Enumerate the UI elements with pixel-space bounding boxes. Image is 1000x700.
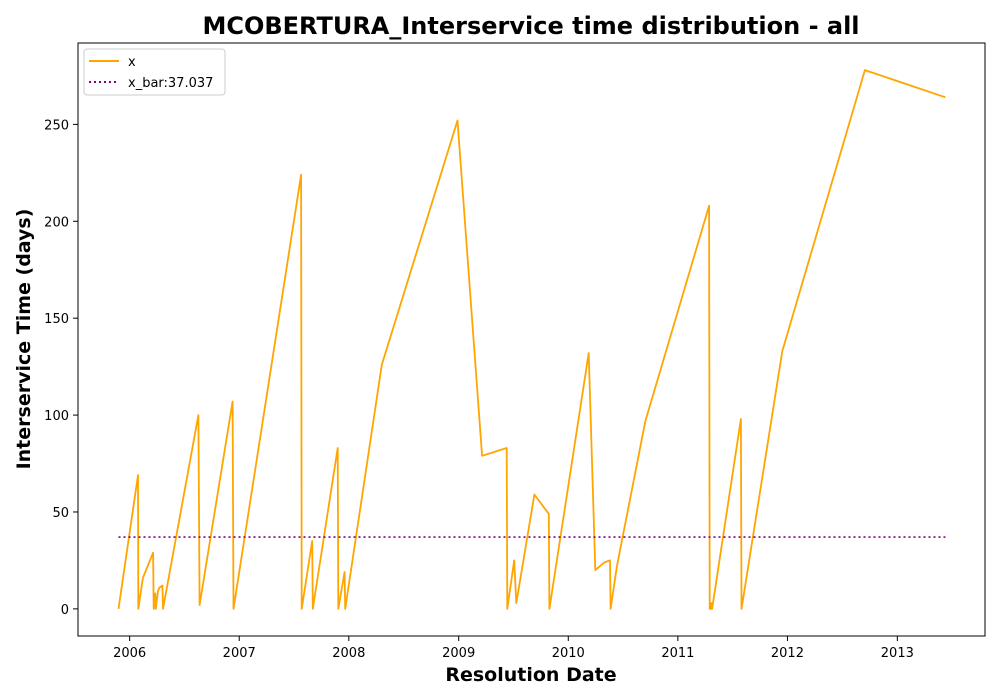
x-tick-label: 2009 bbox=[442, 646, 475, 661]
y-axis-label: Interservice Time (days) bbox=[13, 209, 35, 470]
x-axis-label: Resolution Date bbox=[445, 664, 616, 686]
x-axis: 2006 2007 2008 2009 2010 2011 2012 2013 bbox=[113, 636, 914, 661]
x-tick-label: 2011 bbox=[661, 646, 694, 661]
y-tick-label: 100 bbox=[44, 409, 69, 424]
y-tick-label: 50 bbox=[52, 506, 69, 521]
y-tick-label: 0 bbox=[61, 603, 69, 618]
chart-title: MCOBERTURA_Interservice time distributio… bbox=[202, 12, 859, 40]
y-tick-label: 150 bbox=[44, 312, 69, 327]
legend: x x_bar:37.037 bbox=[83, 48, 226, 96]
y-tick-label: 200 bbox=[44, 215, 69, 230]
series-line-x bbox=[117, 69, 946, 610]
x-tick-label: 2010 bbox=[552, 646, 585, 661]
legend-label-mean: x_bar:37.037 bbox=[128, 76, 213, 91]
x-tick-label: 2007 bbox=[223, 646, 256, 661]
y-tick-label: 250 bbox=[44, 118, 69, 133]
x-tick-label: 2006 bbox=[113, 646, 146, 661]
plot-frame bbox=[77, 42, 986, 637]
y-axis: 0 50 100 150 200 250 bbox=[44, 118, 78, 618]
legend-label-x: x bbox=[128, 55, 136, 70]
x-tick-label: 2008 bbox=[332, 646, 365, 661]
plot-area bbox=[117, 69, 946, 610]
legend-box bbox=[83, 48, 226, 96]
x-tick-label: 2013 bbox=[881, 646, 914, 661]
x-tick-label: 2012 bbox=[771, 646, 804, 661]
